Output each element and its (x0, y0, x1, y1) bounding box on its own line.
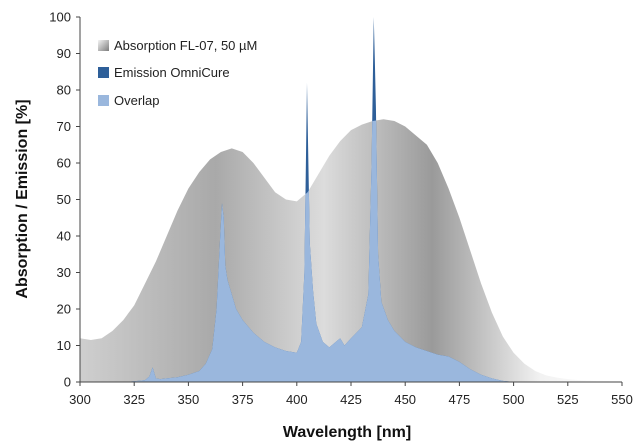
x-tick-label: 300 (69, 392, 91, 407)
x-axis-title: Wavelength [nm] (283, 424, 411, 441)
x-tick-label: 375 (232, 392, 254, 407)
x-tick-label: 350 (178, 392, 200, 407)
y-tick-label: 20 (57, 302, 71, 317)
y-axis-title: Absorption / Emission [%] (14, 99, 31, 298)
x-tick-label: 450 (394, 392, 416, 407)
x-tick-label: 550 (611, 392, 633, 407)
y-tick-label: 10 (57, 338, 71, 353)
y-tick-label: 30 (57, 265, 71, 280)
plot-area (80, 17, 622, 382)
y-tick-label: 60 (57, 156, 71, 171)
legend: Absorption FL-07, 50 µM Emission OmniCur… (98, 38, 257, 108)
y-tick-label: 70 (57, 119, 71, 134)
x-tick-labels: 300 325 350 375 400 425 450 475 500 525 550 (69, 382, 633, 407)
legend-swatch-overlap (98, 95, 109, 106)
legend-swatch-emission (98, 67, 109, 78)
legend-swatch-absorption (98, 40, 109, 51)
y-tick-label: 100 (49, 10, 71, 25)
y-tick-label: 80 (57, 83, 71, 98)
x-tick-label: 500 (503, 392, 525, 407)
legend-label-overlap: Overlap (114, 93, 160, 108)
y-tick-label: 0 (64, 375, 71, 390)
y-tick-label: 40 (57, 229, 71, 244)
y-tick-label: 90 (57, 46, 71, 61)
x-tick-label: 325 (123, 392, 145, 407)
x-tick-label: 475 (449, 392, 471, 407)
legend-label-absorption: Absorption FL-07, 50 µM (114, 38, 257, 53)
y-tick-label: 50 (57, 192, 71, 207)
x-tick-label: 400 (286, 392, 308, 407)
y-tick-labels: 0 10 20 30 40 50 60 70 80 90 100 (49, 10, 80, 390)
absorption-area (80, 119, 622, 382)
x-tick-label: 525 (557, 392, 579, 407)
legend-label-emission: Emission OmniCure (114, 65, 230, 80)
x-tick-label: 425 (340, 392, 362, 407)
